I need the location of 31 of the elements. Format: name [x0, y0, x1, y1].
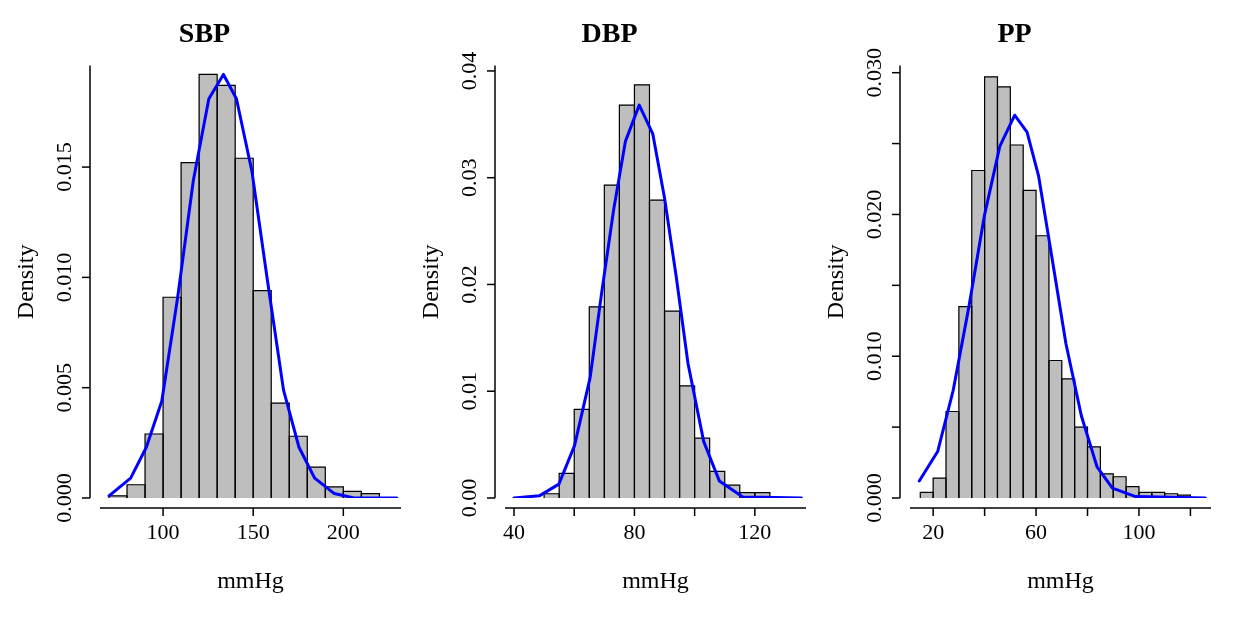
x-tick-label: 100 [146, 518, 180, 544]
x-tick-label: 60 [1025, 518, 1048, 544]
chart-title: SBP [178, 17, 231, 49]
y-tick-label: 0.010 [50, 252, 76, 303]
y-tick-label: 0.02 [455, 265, 481, 304]
x-tick-label: 100 [1122, 518, 1156, 544]
x-axis-title: mmHg [1027, 566, 1094, 593]
y-tick-label: 0.04 [455, 51, 481, 91]
y-tick-label: 0.020 [860, 189, 886, 240]
y-tick-label: 0.030 [860, 47, 886, 98]
y-axis-title: Density [821, 244, 848, 320]
y-tick-label: 0.03 [455, 158, 481, 197]
y-tick-label: 0.015 [50, 142, 76, 192]
x-tick-label: 200 [326, 518, 360, 544]
y-tick-label: 0.00 [455, 478, 481, 518]
x-tick-label: 150 [236, 518, 270, 544]
chart-title: PP [997, 17, 1032, 49]
x-tick-label: 80 [623, 518, 646, 544]
chart-title: DBP [581, 17, 638, 49]
y-tick-label: 0.000 [860, 473, 886, 523]
x-tick-label: 120 [738, 518, 772, 544]
y-tick-label: 0.01 [455, 371, 481, 411]
y-tick-label: 0.000 [50, 473, 76, 523]
y-tick-label: 0.005 [50, 362, 76, 413]
y-axis-title: Density [416, 244, 443, 320]
x-tick-label: 40 [503, 518, 526, 544]
x-axis-title: mmHg [217, 566, 284, 593]
x-axis-title: mmHg [622, 566, 689, 593]
x-tick-label: 20 [922, 518, 945, 544]
y-tick-label: 0.010 [860, 331, 886, 381]
y-axis-title: Density [11, 244, 38, 320]
